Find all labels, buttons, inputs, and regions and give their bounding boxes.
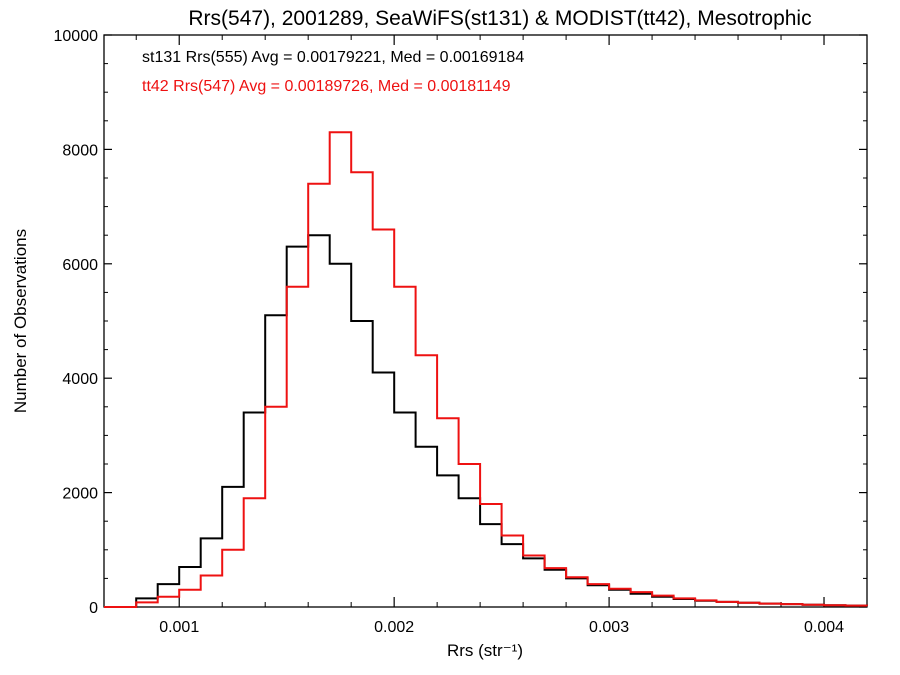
x-tick-label: 0.002 xyxy=(374,619,414,636)
y-tick-label: 8000 xyxy=(62,142,98,159)
y-axis: 0 2000 4000 6000 8000 10000 xyxy=(54,28,867,617)
x-tick-label: 0.001 xyxy=(159,619,199,636)
series-line-1 xyxy=(104,131,868,608)
y-tick-label: 10000 xyxy=(54,28,99,45)
y-tick-label: 6000 xyxy=(62,257,98,274)
plot-area xyxy=(104,131,868,608)
y-axis-title: Number of Observations xyxy=(11,229,30,413)
x-axis-title: Rrs (str⁻¹) xyxy=(447,641,523,660)
y-tick-label: 0 xyxy=(89,600,98,617)
x-tick-label: 0.004 xyxy=(804,619,844,636)
annotation-tt42: tt42 Rrs(547) Avg = 0.00189726, Med = 0.… xyxy=(142,78,511,95)
plot-frame xyxy=(103,34,868,608)
x-axis: 0.001 0.002 0.003 0.004 xyxy=(135,35,844,636)
y-tick-label: 4000 xyxy=(62,371,98,388)
annotation-st131: st131 Rrs(555) Avg = 0.00179221, Med = 0… xyxy=(142,49,524,66)
series-line-0 xyxy=(104,234,868,608)
chart-title: Rrs(547), 2001289, SeaWiFS(st131) & MODI… xyxy=(188,7,811,30)
x-tick-label: 0.003 xyxy=(589,619,629,636)
y-tick-label: 2000 xyxy=(62,486,98,503)
